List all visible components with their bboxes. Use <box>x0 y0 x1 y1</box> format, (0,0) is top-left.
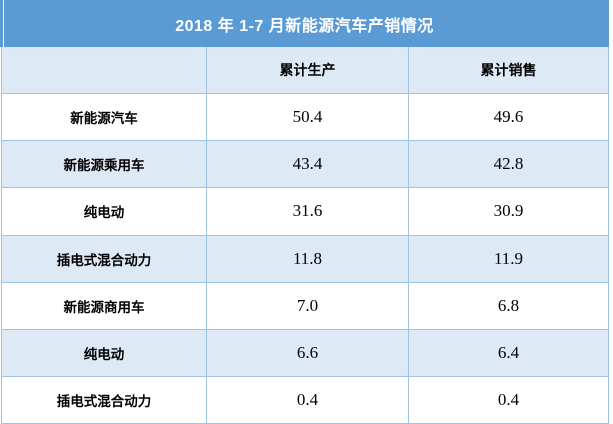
sales-value: 0.4 <box>408 376 608 423</box>
row-label: 插电式混合动力 <box>56 252 152 268</box>
table-row: 插电式混合动力 0.4 0.4 <box>2 376 608 424</box>
table-row: 新能源汽车 50.4 49.6 <box>2 94 608 142</box>
table-title: 2018 年 1-7 月新能源汽车产销情况 <box>0 0 609 47</box>
production-value: 50.4 <box>206 94 408 141</box>
sales-value: 6.4 <box>408 329 608 376</box>
table-row: 纯电动 31.6 30.9 <box>2 188 608 236</box>
header-row: 累计生产 累计销售 <box>2 47 608 95</box>
production-value: 6.6 <box>206 329 408 376</box>
row-label: 新能源汽车 <box>70 111 138 127</box>
production-value: 43.4 <box>206 141 408 188</box>
header-label-cell <box>2 47 206 93</box>
row-label: 新能源商用车 <box>63 299 145 315</box>
production-value: 7.0 <box>206 282 408 329</box>
table-row: 新能源乘用车 43.4 42.8 <box>2 141 608 189</box>
sales-value: 42.8 <box>408 141 608 188</box>
table-row: 纯电动 6.6 6.4 <box>2 329 608 377</box>
header-production: 累计生产 <box>206 47 408 94</box>
table-row: 插电式混合动力 11.8 11.9 <box>2 235 608 283</box>
header-sales: 累计销售 <box>408 47 608 94</box>
production-value: 31.6 <box>206 188 408 235</box>
row-label: 纯电动 <box>83 205 125 221</box>
production-value: 11.8 <box>206 235 408 282</box>
sales-value: 11.9 <box>408 235 608 282</box>
table-body: 累计生产 累计销售 新能源汽车 50.4 49.6 新能源乘用车 43.4 42… <box>1 47 609 424</box>
table-row: 新能源商用车 7.0 6.8 <box>2 282 608 330</box>
sales-value: 49.6 <box>408 94 608 141</box>
sales-value: 30.9 <box>408 188 608 235</box>
sales-value: 6.8 <box>408 282 608 329</box>
row-label: 新能源乘用车 <box>63 158 145 174</box>
row-label: 纯电动 <box>83 346 125 362</box>
row-label: 插电式混合动力 <box>56 393 152 409</box>
production-value: 0.4 <box>206 376 408 423</box>
